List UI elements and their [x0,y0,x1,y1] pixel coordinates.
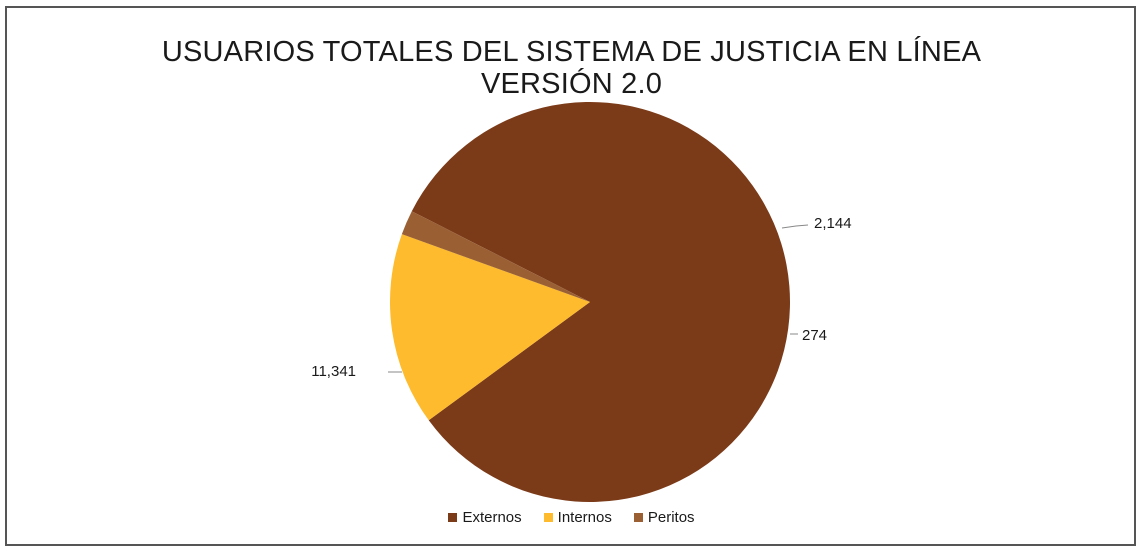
leader-lines [388,224,809,373]
pie-slice-internos [389,234,590,421]
legend: Externos Internos Peritos [0,509,1143,526]
pie-slices [389,102,790,503]
data-label-externos: 11,341 [311,363,356,380]
chart-title: USUARIOS TOTALES DEL SISTEMA DE JUSTICIA… [0,36,1143,100]
legend-item-externos: Externos [448,509,522,526]
data-label-peritos: 274 [802,327,827,344]
pie-slice-peritos [401,211,590,302]
pie-slice-externos [411,102,790,503]
legend-swatch-externos [448,513,458,522]
data-labels: 11,341 2,144 274 [311,215,851,380]
pie-chart: 11,341 2,144 274 [311,102,852,503]
data-label-internos: 2,144 [814,215,852,232]
chart-title-line-2: VERSIÓN 2.0 [480,68,663,100]
legend-item-peritos: Peritos [633,509,695,526]
legend-swatch-internos [543,513,553,522]
legend-label-internos: Internos [557,509,612,526]
leader-line-internos [781,224,809,229]
legend-label-peritos: Peritos [647,509,695,526]
legend-swatch-peritos [633,513,643,522]
legend-item-internos: Internos [543,509,612,526]
chart-title-line-1: USUARIOS TOTALES DEL SISTEMA DE JUSTICIA… [161,36,982,68]
legend-label-externos: Externos [462,509,522,526]
